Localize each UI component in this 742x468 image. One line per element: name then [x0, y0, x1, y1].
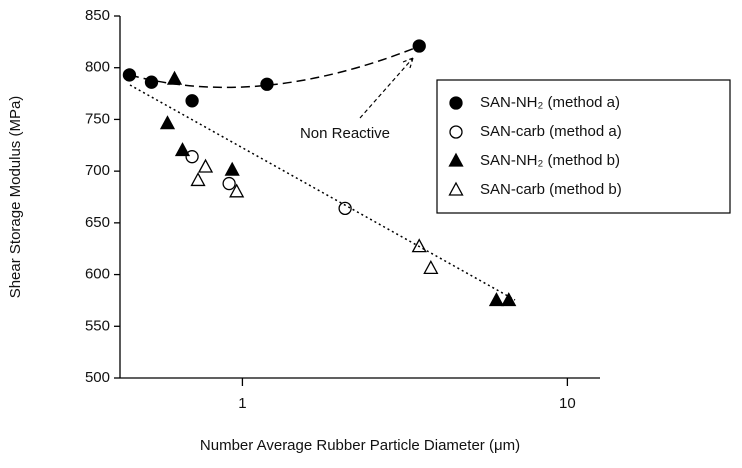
- legend-label: SAN-NH₂ (method b): [480, 152, 620, 169]
- x-tick-label: 1: [238, 395, 246, 412]
- legend-label: SAN-carb (method a): [480, 123, 622, 140]
- data-point: [411, 238, 427, 253]
- y-tick-label: 750: [85, 110, 110, 127]
- data-point: [423, 260, 439, 275]
- x-axis-label: Number Average Rubber Particle Diameter …: [200, 437, 520, 454]
- y-tick-label: 850: [85, 7, 110, 24]
- data-point: [412, 39, 426, 53]
- data-point: [122, 68, 137, 82]
- annotation: Non Reactive: [300, 125, 390, 142]
- x-tick-label: 10: [559, 395, 576, 412]
- legend-marker: [449, 125, 463, 139]
- data-point: [144, 75, 159, 89]
- data-point: [501, 292, 517, 307]
- y-tick-label: 650: [85, 214, 110, 231]
- data-point: [260, 77, 274, 91]
- data-point: [174, 142, 191, 157]
- legend-label: SAN-carb (method b): [480, 181, 622, 198]
- legend-box: [436, 79, 731, 214]
- data-point: [338, 201, 352, 216]
- legend-marker: [448, 152, 464, 167]
- y-tick-label: 500: [85, 369, 110, 386]
- data-point: [488, 292, 505, 307]
- legend-marker: [449, 96, 463, 110]
- data-point: [222, 176, 236, 191]
- y-tick-label: 550: [85, 317, 110, 334]
- data-point: [229, 183, 245, 198]
- data-point: [185, 150, 199, 164]
- annotation-arrow: [359, 57, 414, 119]
- data-point: [197, 158, 214, 173]
- y-tick-label: 600: [85, 266, 110, 283]
- data-point: [224, 161, 240, 176]
- data-point: [185, 94, 199, 108]
- data-point: [159, 115, 176, 130]
- trend-line: [129, 84, 516, 301]
- trend-curve: [129, 45, 421, 89]
- data-point: [190, 172, 206, 187]
- legend-marker: [448, 181, 464, 196]
- y-tick-label: 700: [85, 162, 110, 179]
- data-point: [166, 70, 183, 85]
- y-axis-label: Shear Storage Modulus (MPa): [7, 96, 24, 299]
- legend-label: SAN-NH₂ (method a): [480, 94, 620, 111]
- y-tick-label: 800: [85, 59, 110, 76]
